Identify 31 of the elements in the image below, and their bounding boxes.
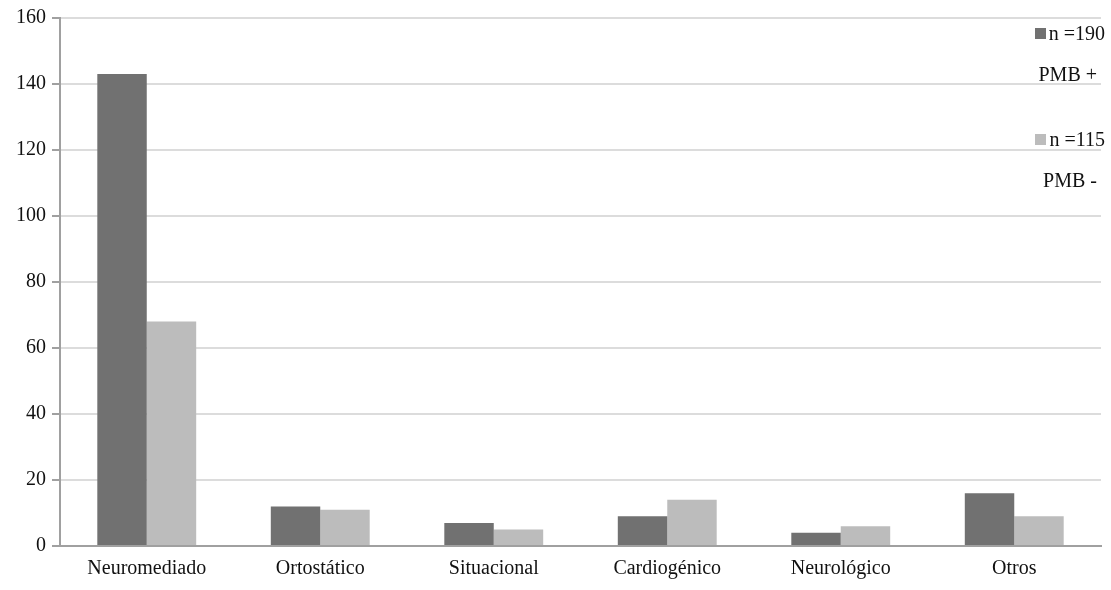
y-tick-label: 100 bbox=[16, 203, 46, 226]
x-tick-label: Otros bbox=[992, 556, 1037, 579]
x-tick-label: Cardiogénico bbox=[613, 556, 722, 580]
y-tick-label: 80 bbox=[26, 269, 46, 292]
legend-label: n =115 bbox=[1049, 128, 1105, 151]
bar bbox=[791, 532, 841, 545]
bar bbox=[964, 493, 1015, 545]
bar bbox=[667, 499, 717, 545]
bar bbox=[146, 321, 197, 545]
bar bbox=[97, 74, 147, 545]
bar bbox=[617, 516, 668, 545]
y-tick-label: 0 bbox=[36, 533, 46, 556]
y-tick-label: 20 bbox=[26, 467, 46, 490]
x-tick-label: Neuromediado bbox=[87, 556, 207, 579]
y-tick-label: 120 bbox=[16, 137, 46, 160]
annotation: PMB - bbox=[1042, 169, 1098, 192]
bar bbox=[270, 506, 321, 545]
bar bbox=[1014, 516, 1064, 545]
x-tick-label: Ortostático bbox=[275, 556, 365, 579]
annotation: PMB + bbox=[1037, 63, 1098, 86]
y-tick-label: 140 bbox=[16, 71, 46, 94]
x-tick-label: Neurológico bbox=[790, 556, 891, 580]
y-tick-label: 60 bbox=[26, 335, 46, 358]
x-tick-label: Situacional bbox=[448, 556, 540, 579]
legend-label: n =190 bbox=[1048, 22, 1105, 45]
y-tick-label: 160 bbox=[16, 5, 46, 28]
bar bbox=[320, 509, 370, 545]
bar bbox=[840, 526, 891, 545]
bar bbox=[444, 522, 494, 545]
y-tick-label: 40 bbox=[26, 401, 46, 424]
bar bbox=[493, 529, 544, 545]
